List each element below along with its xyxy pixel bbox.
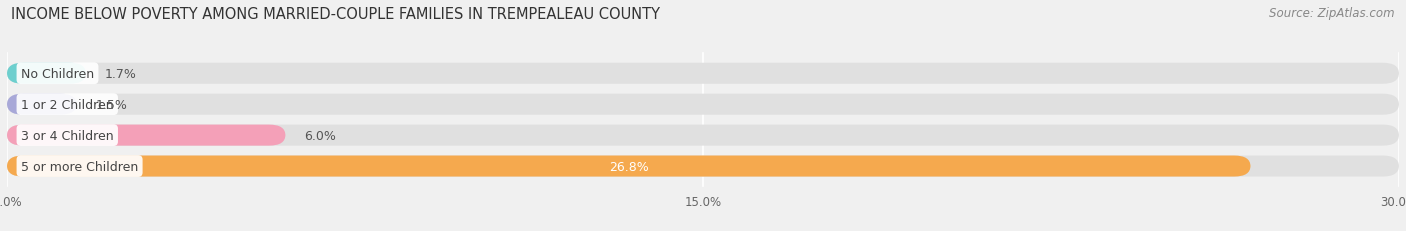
FancyBboxPatch shape <box>7 94 1399 115</box>
Text: 1 or 2 Children: 1 or 2 Children <box>21 98 114 111</box>
Text: Source: ZipAtlas.com: Source: ZipAtlas.com <box>1270 7 1395 20</box>
FancyBboxPatch shape <box>7 64 86 84</box>
FancyBboxPatch shape <box>7 156 1250 177</box>
FancyBboxPatch shape <box>7 94 77 115</box>
Text: INCOME BELOW POVERTY AMONG MARRIED-COUPLE FAMILIES IN TREMPEALEAU COUNTY: INCOME BELOW POVERTY AMONG MARRIED-COUPL… <box>11 7 661 22</box>
FancyBboxPatch shape <box>7 125 1399 146</box>
FancyBboxPatch shape <box>7 64 1399 84</box>
Text: 5 or more Children: 5 or more Children <box>21 160 138 173</box>
Text: No Children: No Children <box>21 67 94 80</box>
Text: 1.7%: 1.7% <box>104 67 136 80</box>
Text: 1.5%: 1.5% <box>96 98 127 111</box>
FancyBboxPatch shape <box>7 125 285 146</box>
Text: 3 or 4 Children: 3 or 4 Children <box>21 129 114 142</box>
Text: 26.8%: 26.8% <box>609 160 648 173</box>
FancyBboxPatch shape <box>7 156 1399 177</box>
Text: 6.0%: 6.0% <box>304 129 336 142</box>
